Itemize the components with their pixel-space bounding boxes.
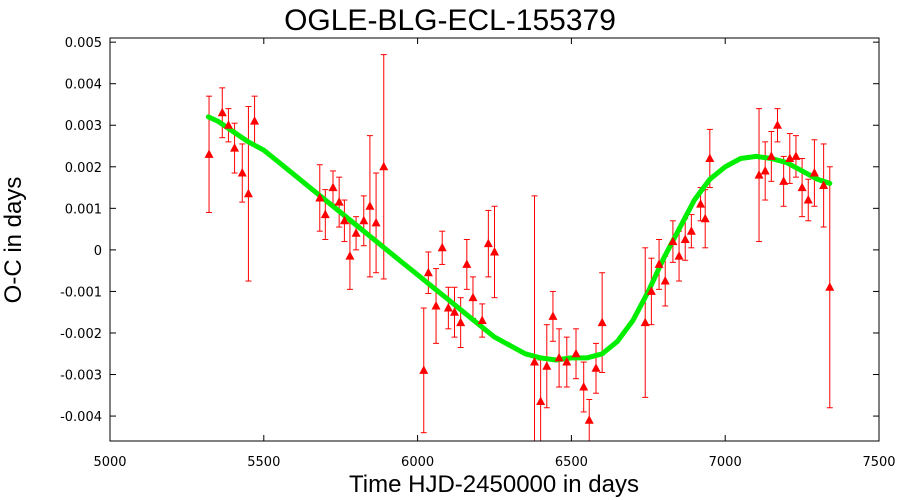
data-point-marker (371, 217, 381, 227)
data-point-marker (365, 201, 375, 210)
data-point-marker (339, 215, 349, 225)
data-point-marker (548, 311, 558, 320)
plot-frame (109, 37, 880, 442)
data-point-marker (754, 170, 764, 179)
data-point-marker (468, 292, 478, 302)
data-point-marker (674, 251, 684, 260)
data-point-marker (230, 143, 240, 152)
data-point-marker (571, 348, 581, 358)
data-point-marker (490, 246, 499, 256)
data-point-marker (529, 357, 539, 366)
data-point-marker (803, 195, 813, 204)
data-point-marker (443, 303, 453, 312)
data-point-marker (562, 357, 572, 366)
data-point-marker (700, 213, 710, 223)
data-point-marker (766, 151, 776, 160)
data-point-marker (791, 151, 801, 160)
y-tick-label: -0.003 (60, 369, 102, 384)
data-point-marker (597, 317, 607, 327)
x-tick-label: 7500 (862, 455, 895, 470)
data-point-marker (345, 251, 355, 260)
data-point-marker (204, 149, 214, 158)
data-point-marker (450, 307, 460, 316)
x-axis: 5000 5500 6000 6500 7000 7500 (93, 38, 896, 470)
data-point-marker (217, 107, 227, 117)
data-point-marker (542, 361, 552, 370)
x-tick-label: 7000 (709, 455, 742, 470)
y-tick-label: 0.001 (65, 202, 102, 217)
data-point-marker (315, 192, 325, 202)
y-axis-title: O-C in days (0, 177, 27, 304)
data-point-marker (772, 120, 782, 129)
data-point-marker (668, 236, 678, 246)
data-point-marker (654, 259, 664, 268)
data-point-marker (584, 415, 594, 424)
data-point-marker (419, 365, 429, 374)
data-point-marker (243, 188, 253, 198)
y-tick-label: 0.005 (65, 36, 102, 51)
data-point-marker (660, 276, 670, 285)
x-tick-label: 5500 (247, 455, 280, 470)
x-axis-title: Time HJD-2450000 in days (349, 471, 639, 498)
y-tick-label: 0.002 (65, 161, 102, 176)
data-point-marker (462, 259, 472, 268)
data-point-marker (809, 168, 819, 177)
x-tick-label: 6500 (555, 455, 588, 470)
data-point-marker (554, 352, 564, 362)
y-tick-label: -0.001 (60, 285, 102, 300)
data-point-marker (359, 215, 369, 225)
data-point-marker (696, 199, 706, 208)
data-point-marker (825, 282, 835, 291)
data-point-marker (334, 197, 344, 206)
data-point-marker (237, 168, 247, 177)
x-tick-label: 5000 (93, 455, 126, 470)
chart-title: OGLE-BLG-ECL-155379 (284, 4, 616, 37)
data-point-marker (250, 116, 260, 125)
y-tick-label: -0.004 (60, 410, 102, 425)
y-tick-label: -0.002 (60, 327, 102, 342)
data-point-marker (646, 286, 656, 295)
y-tick-label: 0 (94, 244, 102, 259)
data-point-marker (819, 180, 829, 189)
data-point-marker (223, 120, 233, 129)
data-point-marker (423, 267, 433, 277)
data-point-marker (686, 226, 696, 235)
data-point-marker (320, 209, 330, 219)
data-point-marker (779, 176, 789, 185)
data-point-marker (579, 381, 589, 391)
y-axis: 0.005 0.004 0.003 0.002 0.001 0 -0.001 -0.002 -0… (60, 36, 879, 425)
data-point-errorbar (531, 195, 538, 441)
data-point-marker (797, 182, 807, 192)
y-tick-label: 0.003 (65, 119, 102, 134)
data-point-marker (705, 153, 715, 162)
data-point-marker (680, 234, 690, 243)
data-point-marker (760, 165, 770, 175)
data-point-marker (437, 242, 447, 252)
data-point-marker (379, 161, 389, 171)
data-point-marker (640, 317, 650, 327)
data-point-marker (477, 315, 487, 325)
data-point-marker (351, 228, 361, 237)
data-point-marker (431, 300, 441, 310)
data-point-marker (536, 396, 546, 406)
plot-area (204, 54, 835, 442)
data-point-marker (456, 317, 466, 327)
data-point-marker (591, 363, 601, 372)
y-tick-label: 0.004 (65, 78, 102, 93)
fit-curve (205, 114, 833, 363)
data-point-marker (328, 182, 338, 192)
data-point-marker (483, 238, 493, 248)
x-tick-label: 6000 (401, 455, 434, 470)
